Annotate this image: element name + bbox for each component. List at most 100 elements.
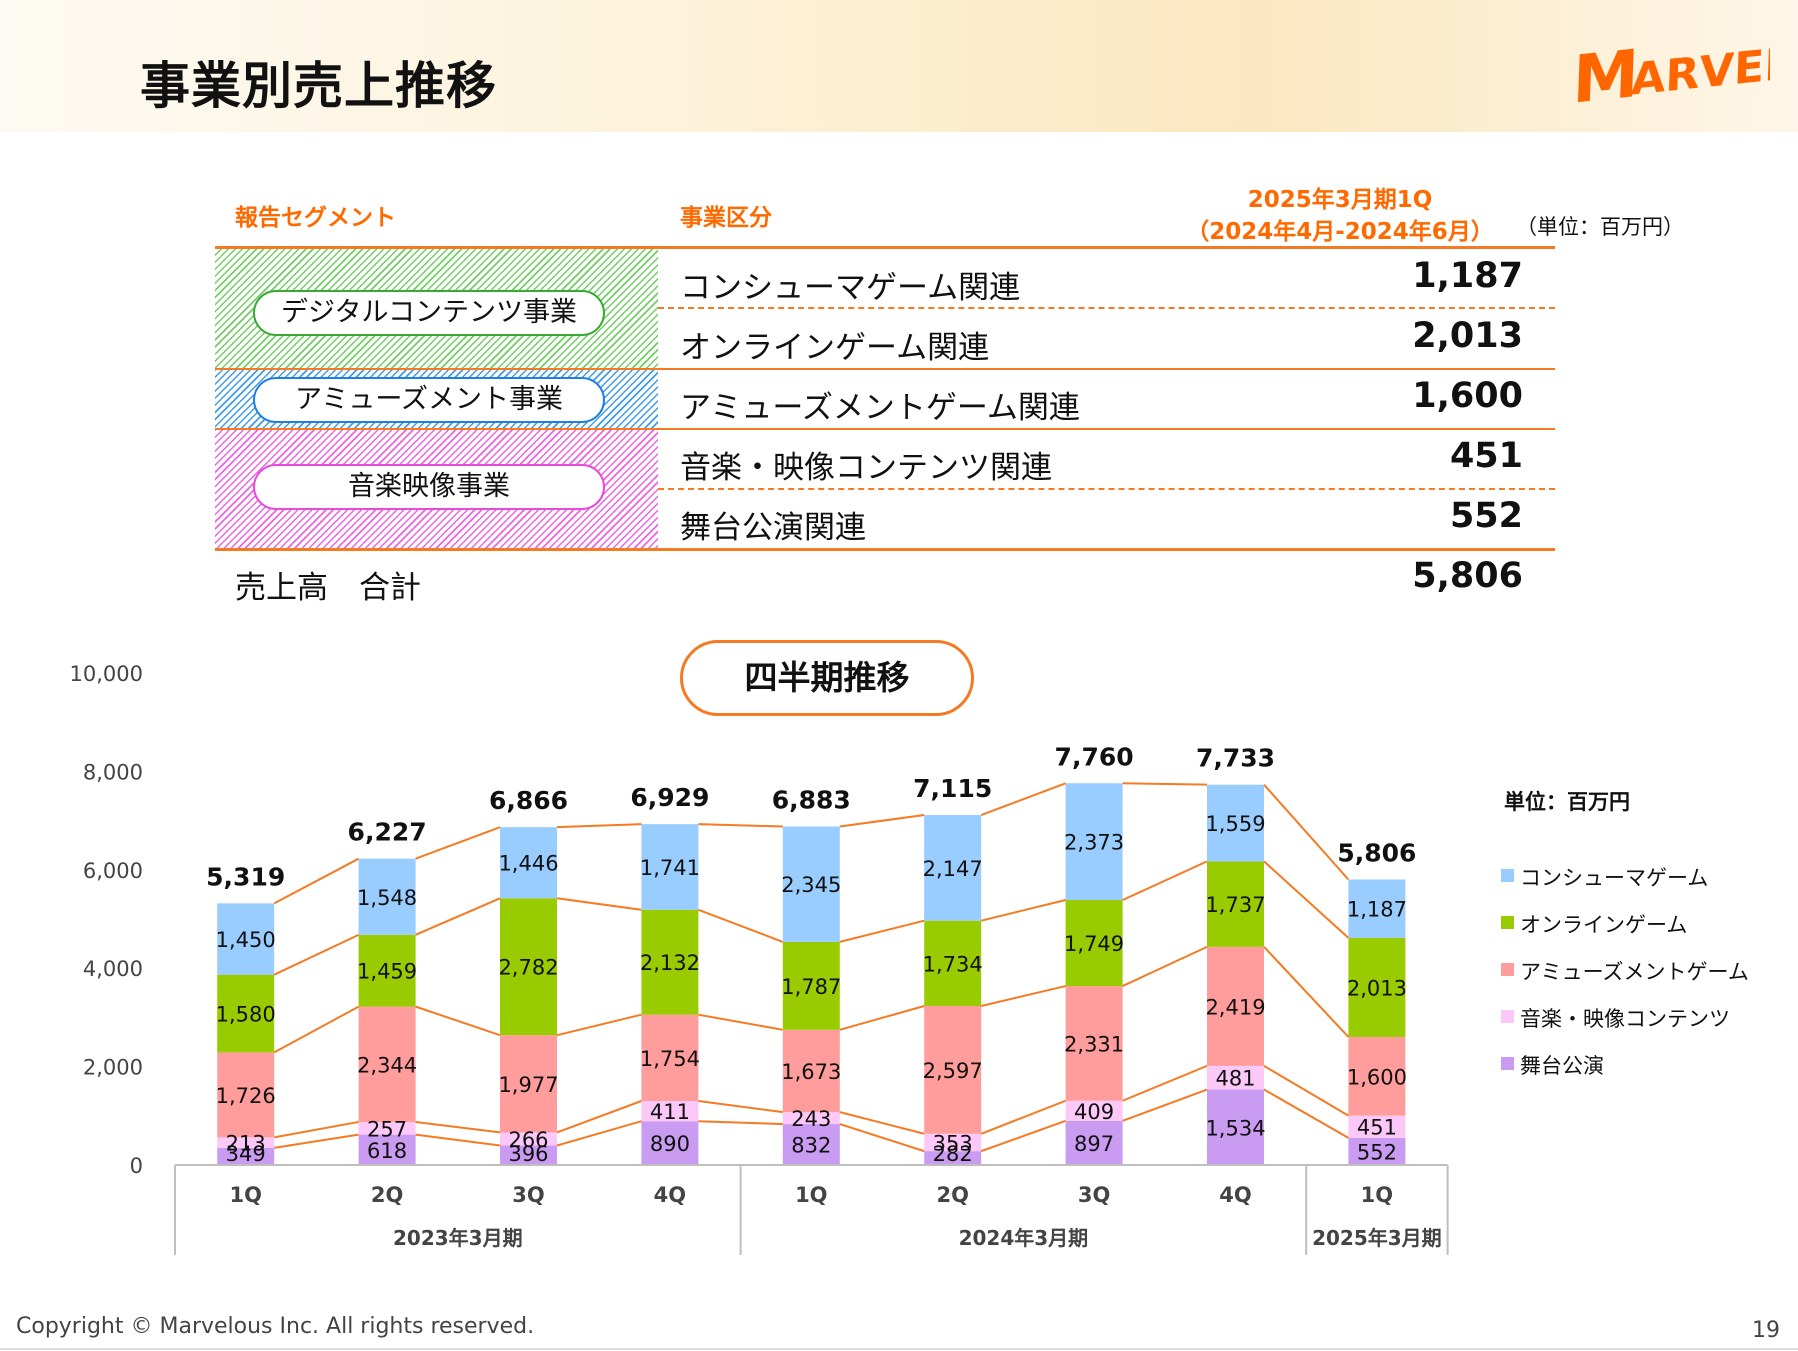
x-tick-label: 1Q xyxy=(229,1183,261,1207)
bar-segment xyxy=(1348,937,1406,1037)
bar-segment xyxy=(782,1124,840,1165)
bar-segment xyxy=(1065,1100,1123,1121)
connector-line xyxy=(698,908,784,943)
connector-line xyxy=(415,1005,501,1037)
y-tick-label: 10,000 xyxy=(70,662,143,686)
connector-line xyxy=(1122,1088,1208,1122)
data-label: 282 xyxy=(933,1142,973,1166)
data-label: 1,741 xyxy=(640,856,700,880)
bar-segment xyxy=(1065,1120,1123,1165)
connector-line xyxy=(556,897,642,911)
legend-label: コンシューマゲーム xyxy=(1520,866,1709,890)
connector-line xyxy=(980,1119,1066,1153)
connector-line xyxy=(415,826,501,860)
row-divider xyxy=(658,488,1555,490)
group-label: 2023年3月期 xyxy=(393,1226,523,1250)
col-period-header-line1: 2025年3月期1Q xyxy=(1247,187,1433,213)
connector-line xyxy=(1263,1088,1349,1139)
data-label: 897 xyxy=(1074,1132,1114,1156)
segment-pill-digital: デジタルコンテンツ事業 xyxy=(253,290,605,336)
connector-line xyxy=(415,897,501,936)
col-segment-header: 報告セグメント xyxy=(235,205,396,231)
connector-line xyxy=(556,1013,642,1037)
business-row-label: コンシューマゲーム関連 xyxy=(680,270,1021,306)
bar-segment xyxy=(1065,783,1123,901)
table-top-rule xyxy=(215,246,1555,249)
x-tick-label: 1Q xyxy=(795,1183,827,1207)
row-divider xyxy=(658,307,1555,309)
data-label: 2,345 xyxy=(781,873,841,897)
bar-segment xyxy=(924,815,982,921)
quarterly-sales-chart: 0 2,000 4,000 6,000 8,000 10,000 349 618 396 890 8… xyxy=(70,662,1449,1255)
bar-segment xyxy=(782,826,840,942)
data-label: 2,147 xyxy=(923,857,983,881)
data-label: 213 xyxy=(226,1132,266,1156)
connector-line xyxy=(1263,784,1350,881)
connector-line xyxy=(273,933,360,976)
data-label: 1,459 xyxy=(357,960,417,984)
connector-line xyxy=(1122,1064,1208,1102)
svg-text:ARVELOUS!: ARVELOUS! xyxy=(1630,25,1770,105)
data-label: 353 xyxy=(933,1131,973,1155)
business-row-label: 音楽・映像コンテンツ関連 xyxy=(680,450,1052,486)
data-label: 552 xyxy=(1357,1140,1397,1164)
business-row-value: 1,600 xyxy=(1412,376,1523,416)
y-tick-label: 0 xyxy=(130,1154,143,1178)
data-label: 1,534 xyxy=(1205,1116,1265,1140)
data-label: 2,344 xyxy=(357,1053,417,1077)
bar-segment xyxy=(782,1029,840,1113)
bar-segment xyxy=(217,1147,275,1165)
chart-unit: 単位：百万円 xyxy=(1504,790,1630,814)
chart-title: 四半期推移 xyxy=(680,640,974,716)
data-label: 1,977 xyxy=(498,1073,558,1097)
y-tick-label: 2,000 xyxy=(83,1056,143,1080)
data-label: 396 xyxy=(508,1142,548,1166)
y-tick-label: 6,000 xyxy=(83,859,143,883)
bar-segment xyxy=(782,941,840,1030)
connector-line xyxy=(1122,860,1208,901)
row-divider xyxy=(215,368,1555,370)
total-label: 6,866 xyxy=(489,786,568,815)
bar-segment xyxy=(1207,1089,1264,1165)
bar-segment xyxy=(217,1052,275,1138)
data-label: 266 xyxy=(508,1128,548,1152)
segment-pill-amusement: アミューズメント事業 xyxy=(253,377,605,423)
business-row-label: アミューズメントゲーム関連 xyxy=(680,390,1080,426)
x-tick-label: 2Q xyxy=(936,1183,968,1207)
data-label: 409 xyxy=(1074,1100,1114,1124)
connector-line xyxy=(1263,1065,1349,1117)
row-divider xyxy=(215,428,1555,430)
bar-segment xyxy=(1348,1115,1406,1138)
connector-line xyxy=(1263,946,1350,1038)
data-label: 890 xyxy=(650,1132,690,1156)
bar-segment xyxy=(1207,784,1264,862)
total-label: 6,929 xyxy=(630,783,709,812)
data-label: 2,013 xyxy=(1347,976,1407,1000)
bar-segment xyxy=(641,909,699,1015)
copyright: Copyright © Marvelous Inc. All rights re… xyxy=(16,1314,535,1339)
data-label: 2,419 xyxy=(1205,995,1265,1019)
connector-line xyxy=(1122,945,1208,987)
bar-segment xyxy=(358,1006,416,1122)
bar-segment xyxy=(1065,900,1123,987)
legend-swatch xyxy=(1501,963,1514,976)
bar-segment xyxy=(1207,1065,1264,1090)
total-label: 7,115 xyxy=(913,774,992,803)
bar-segment xyxy=(1065,986,1123,1101)
bar-segment xyxy=(641,1100,699,1122)
bar-segment xyxy=(1207,861,1264,947)
connector-line xyxy=(274,1133,359,1149)
data-label: 1,548 xyxy=(357,886,417,910)
bar-segment xyxy=(1348,1137,1406,1165)
business-row-value: 2,013 xyxy=(1412,316,1523,356)
bar-segment xyxy=(924,1005,982,1134)
x-tick-label: 4Q xyxy=(654,1183,686,1207)
legend-swatch xyxy=(1501,869,1514,882)
connector-line xyxy=(1263,860,1350,939)
connector-line xyxy=(556,1100,642,1134)
data-label: 451 xyxy=(1357,1116,1397,1140)
group-label: 2024年3月期 xyxy=(959,1226,1089,1250)
connector-line xyxy=(556,823,642,829)
bar-segment xyxy=(1348,879,1406,938)
bar-segment xyxy=(500,1035,557,1133)
